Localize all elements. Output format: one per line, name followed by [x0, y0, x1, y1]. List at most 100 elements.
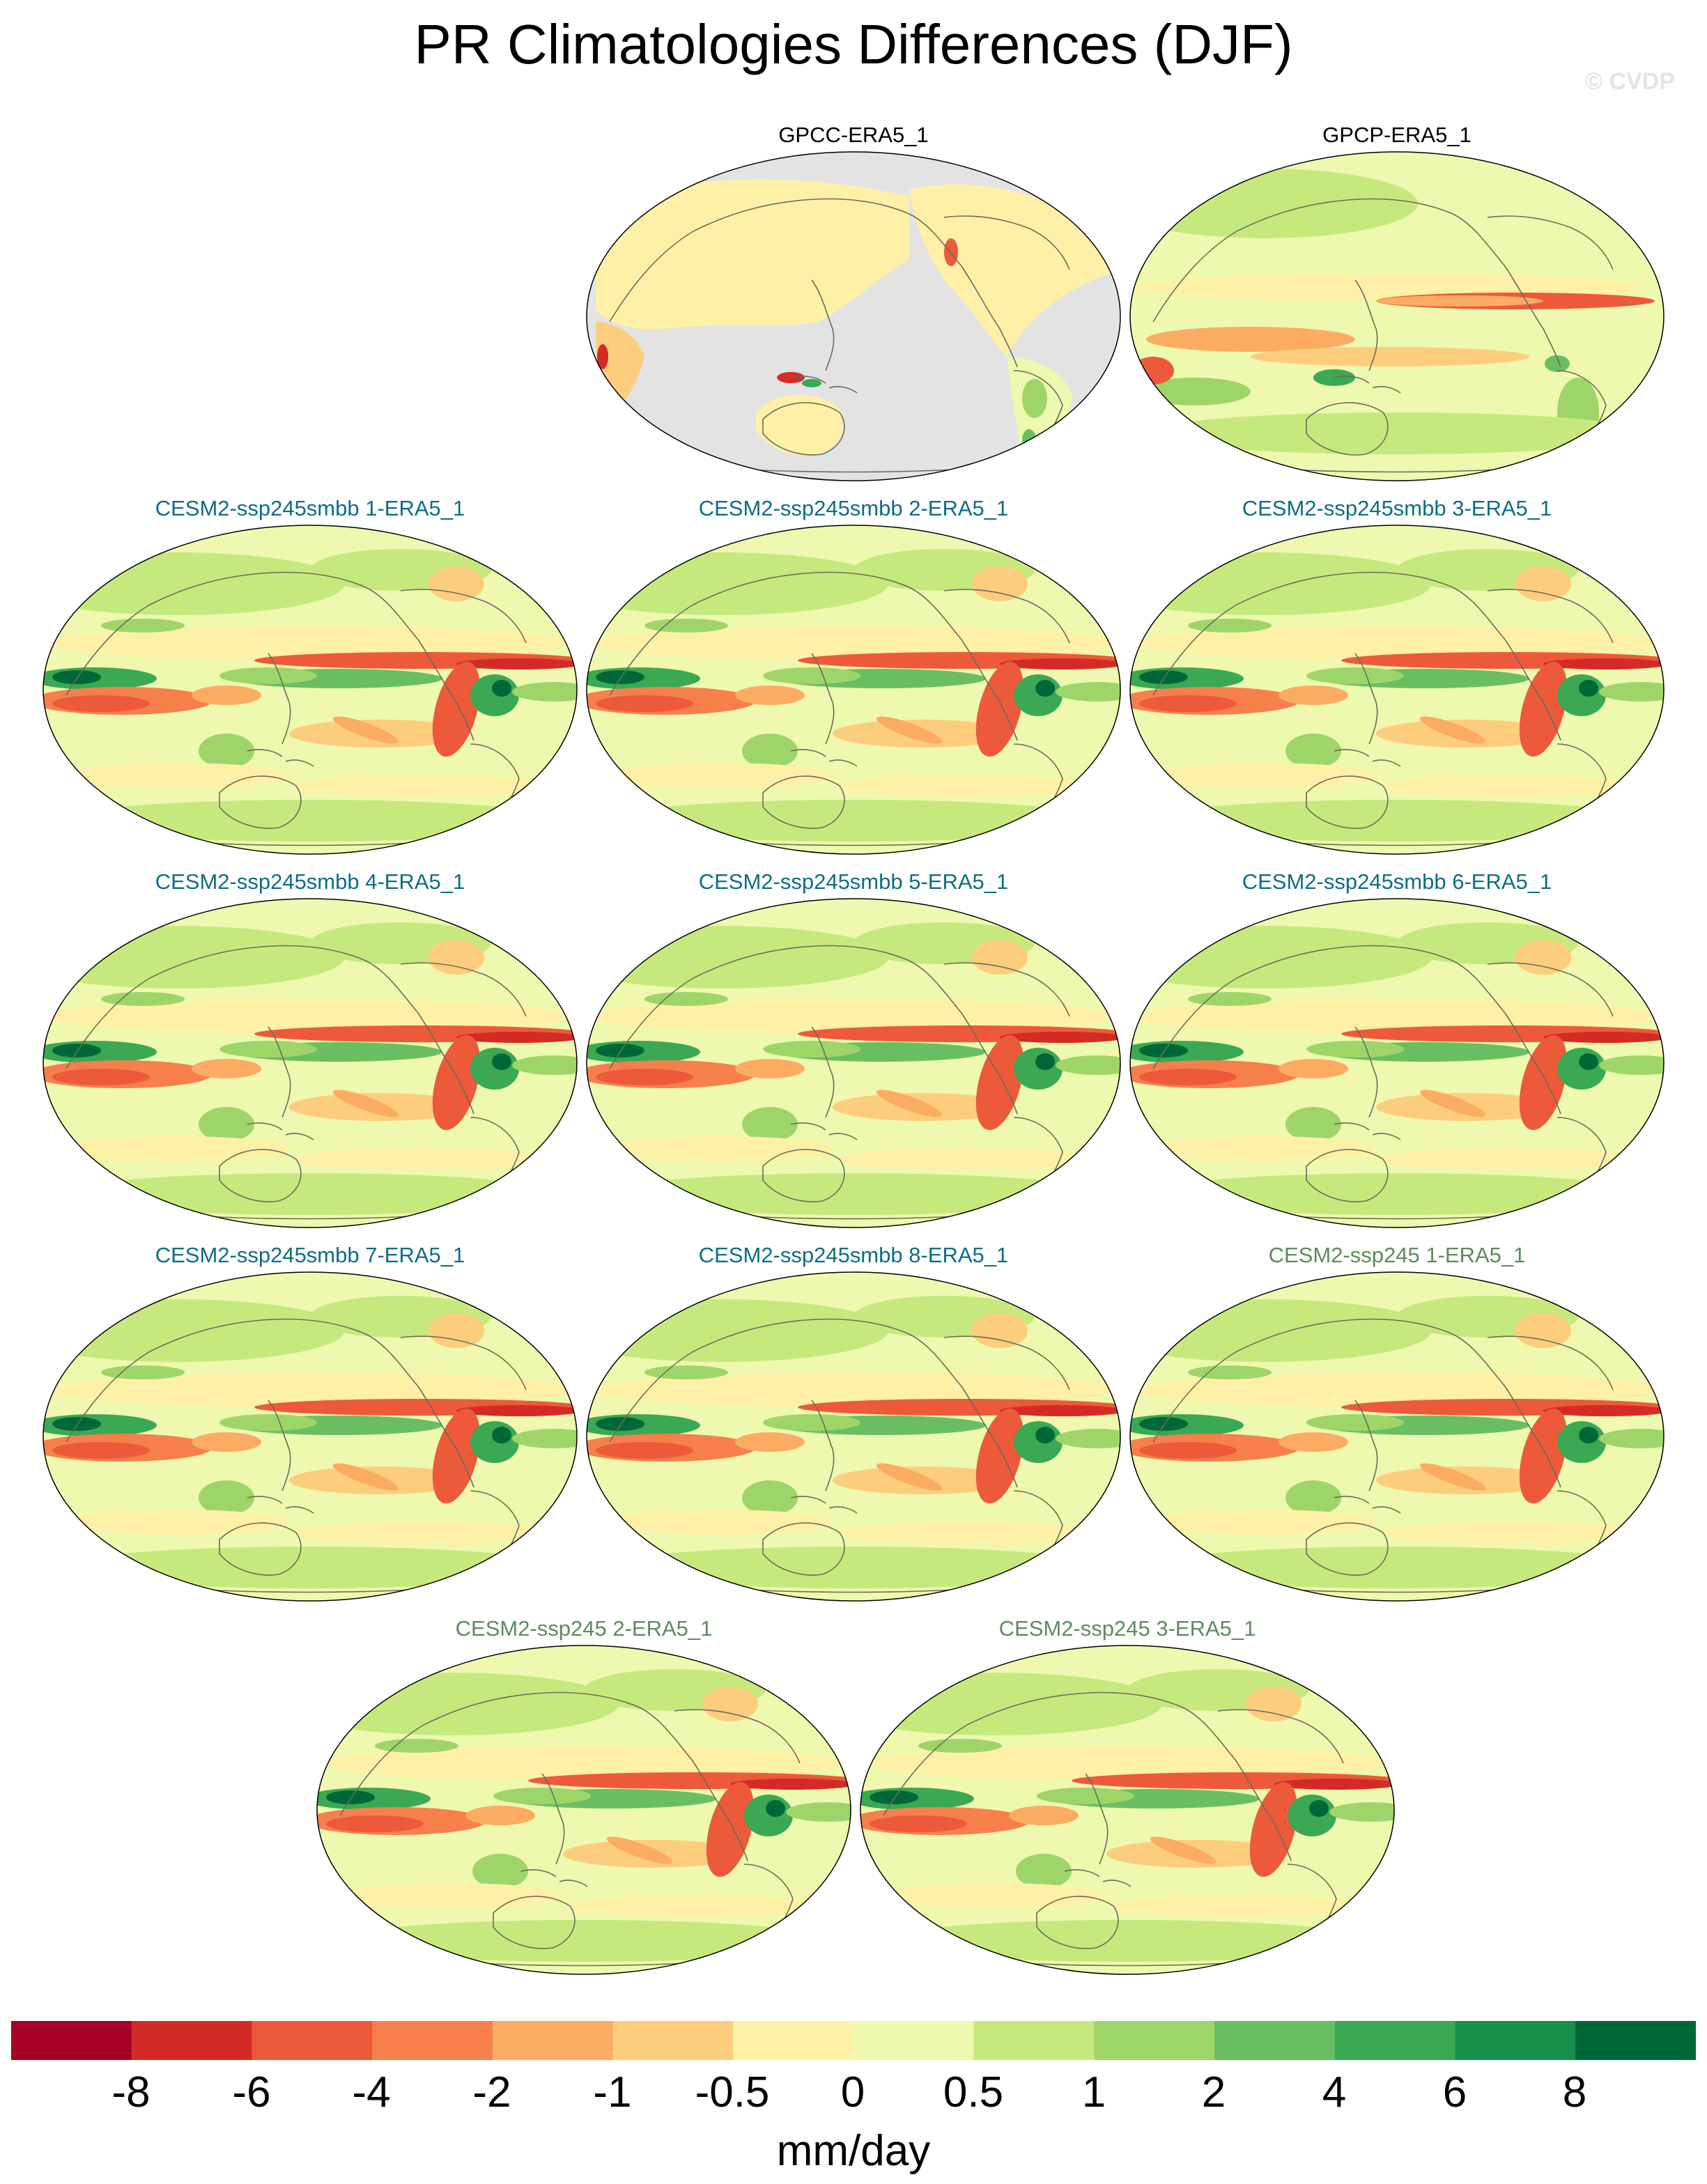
band-subtrop-n	[1132, 626, 1662, 660]
band-itcz-far-east	[730, 1779, 851, 1790]
band-subtrop-n	[589, 999, 1118, 1034]
colorbar-swatch	[854, 2021, 975, 2060]
coastline	[1306, 775, 1389, 829]
colorbar-swatch	[492, 2021, 614, 2060]
band-itcz-far-east	[1543, 658, 1664, 669]
coastline	[247, 1496, 283, 1504]
band-southern-dry	[340, 1883, 563, 1908]
anomaly-amazon	[1022, 379, 1047, 418]
panel-title: CESM2-ssp245 2-ERA5_1	[455, 1616, 713, 1641]
colorbar-swatch	[973, 2021, 1095, 2060]
map-panel-ssp2	[316, 1645, 851, 1975]
band-australia	[1285, 1480, 1341, 1515]
band-southern	[1146, 412, 1648, 454]
colorbar-swatch	[131, 2021, 252, 2060]
band-alaska	[972, 566, 1028, 601]
band-indian-core	[596, 1417, 644, 1431]
band-amazon	[1014, 1048, 1063, 1090]
band-spcz-core	[52, 1442, 150, 1459]
band-australia	[1285, 734, 1341, 768]
coastline	[268, 1400, 291, 1492]
band-equator-west	[493, 1788, 591, 1804]
coastline	[609, 198, 910, 323]
map-field	[1130, 1272, 1664, 1601]
band-asia	[644, 619, 728, 633]
band-australia	[199, 1107, 254, 1142]
band-maritime-dry	[192, 686, 261, 705]
colorbar-swatch	[372, 2021, 493, 2060]
band-north	[1130, 169, 1418, 238]
coastline	[1036, 1896, 1119, 1949]
band-atlantic	[512, 682, 577, 702]
colorbar-tick-label: -4	[352, 2068, 391, 2116]
band-southern-dry	[610, 1510, 833, 1535]
coastline	[762, 1522, 845, 1576]
coastline	[285, 1133, 314, 1140]
coastline	[828, 386, 858, 394]
colorbar-tick-label: -2	[472, 2068, 511, 2116]
band-amazon	[1014, 674, 1063, 716]
band-maritime-dry	[1279, 1059, 1348, 1078]
colorbar-tick-label: -6	[232, 2068, 271, 2116]
colorbar-swatch	[612, 2021, 734, 2060]
map-panel-smbb5	[586, 898, 1121, 1228]
band-alaska	[428, 940, 484, 975]
map-panel-gpcc	[586, 151, 1121, 481]
colorbar-tick-label: 8	[1562, 2068, 1587, 2116]
band-spcz-core	[1419, 1090, 1486, 1117]
coastline	[1452, 213, 1561, 368]
coastline	[285, 759, 314, 767]
band-subtrop-n	[863, 1746, 1392, 1781]
map-field	[317, 1645, 851, 1974]
band-spcz-core	[870, 1815, 967, 1832]
band-asia	[375, 1739, 458, 1753]
colorbar-swatch	[1094, 2021, 1215, 2060]
coastline	[1354, 653, 1378, 745]
band-southern-dry-east	[296, 1521, 547, 1544]
coastline	[400, 1335, 527, 1391]
coastline	[909, 587, 1018, 741]
map-panel-ssp3	[860, 1645, 1395, 1975]
band-itcz-far-east	[1000, 1405, 1120, 1416]
band-south-indian	[1139, 378, 1251, 405]
band-amazon	[744, 1795, 793, 1836]
band-southern	[603, 1173, 1104, 1215]
coastline	[1372, 1506, 1401, 1514]
anomaly-maritime-wet	[802, 379, 821, 387]
band-southern-dry-east	[1383, 1148, 1634, 1170]
colorbar-tick-label: -0.5	[695, 2068, 770, 2116]
band-southern-dry	[1153, 1510, 1376, 1535]
band-southern-dry-east	[1383, 1521, 1634, 1544]
band-australia	[742, 1107, 798, 1142]
band-southern	[1146, 1173, 1648, 1215]
band-southern-dry-east	[1383, 775, 1634, 797]
map-field	[43, 525, 577, 854]
band-subtrop-n	[1132, 1372, 1662, 1407]
band-maritime-dry	[1279, 1432, 1348, 1452]
coastline	[811, 1026, 835, 1118]
band-andes	[975, 1035, 1024, 1131]
panel-title: CESM2-ssp245 3-ERA5_1	[998, 1616, 1256, 1641]
coastline	[1354, 1026, 1378, 1118]
band-amazon-core	[1579, 1427, 1598, 1443]
band-southern-dry	[883, 1883, 1106, 1908]
band-spcz-core	[1139, 1442, 1237, 1459]
band-itcz-far-east	[1000, 658, 1120, 669]
coastline	[909, 1333, 1018, 1488]
colorbar-swatch	[733, 2021, 854, 2060]
band-alaska	[1515, 566, 1571, 601]
coastline	[268, 653, 291, 745]
band-australia	[1016, 1854, 1072, 1889]
band-equator-west	[763, 1414, 860, 1431]
band-indian-core	[52, 670, 101, 684]
band-equator-west	[1306, 667, 1404, 684]
coastline	[1487, 215, 1614, 270]
map-field	[1130, 152, 1664, 481]
band-atlantic	[786, 1802, 851, 1822]
band-southern-dry-east	[1113, 1895, 1364, 1917]
colorbar-tick-label: 6	[1442, 2068, 1467, 2116]
band-atlantic	[1056, 1429, 1120, 1448]
band-southern-dry	[610, 763, 833, 788]
coastline	[1306, 1149, 1389, 1202]
band-spcz-core	[332, 1463, 399, 1491]
